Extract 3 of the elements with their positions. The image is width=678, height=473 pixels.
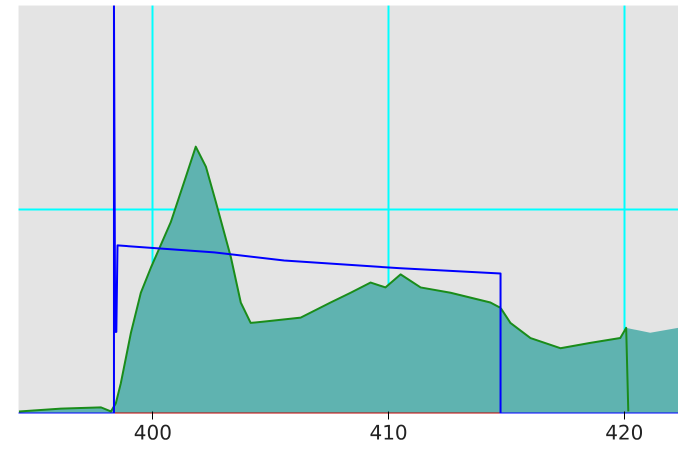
x-tick-label: 400 xyxy=(134,420,172,444)
x-tick-label: 420 xyxy=(605,420,644,444)
x-tick-label: 410 xyxy=(369,420,408,444)
